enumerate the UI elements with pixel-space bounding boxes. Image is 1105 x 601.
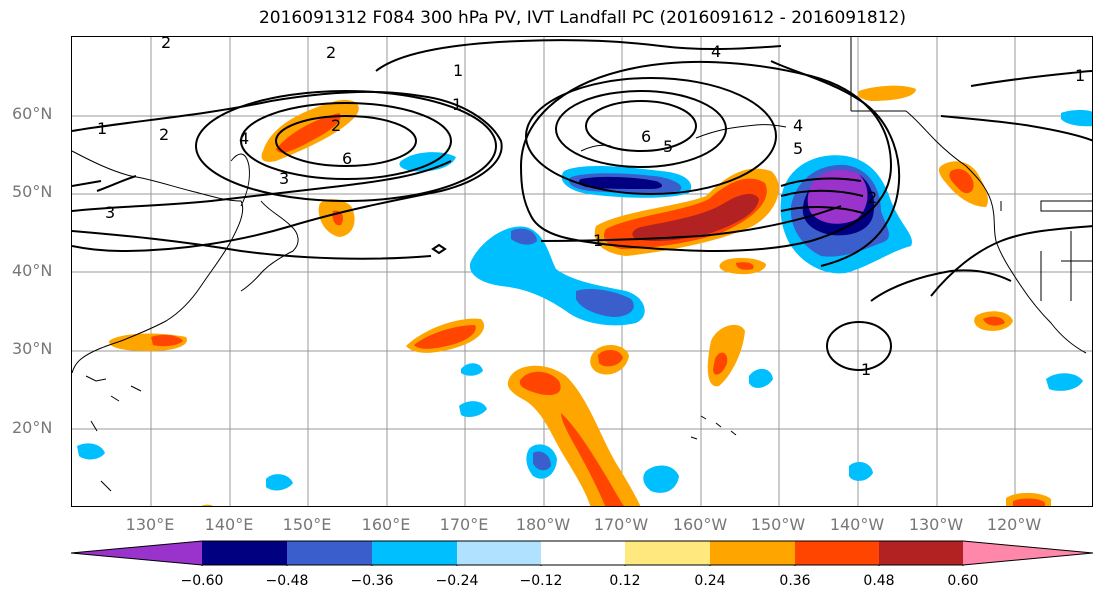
colorbar-tick-label: 0.24 <box>694 573 726 589</box>
colorbar-tick-label: −0.12 <box>519 573 563 589</box>
contour-label: 3 <box>279 169 289 188</box>
contour-labels: 2 2 4 1 1 2 4 6 3 3 1 6 5 5 4 1 2 1 1 2 <box>97 37 1085 379</box>
colorbar-tick-label: 0.36 <box>779 573 811 589</box>
contour-label: 1 <box>452 95 462 114</box>
contour-label: 4 <box>711 42 721 61</box>
colorbar <box>71 540 1094 566</box>
contour-label: 1 <box>1075 66 1085 85</box>
colorbar-segment <box>541 541 625 565</box>
contour-label: 5 <box>663 137 673 156</box>
lon-label: 150°W <box>750 515 806 534</box>
contour-label: 1 <box>453 61 463 80</box>
lon-label: 120°W <box>986 515 1042 534</box>
colorbar-segment <box>457 541 541 565</box>
contour-label: 1 <box>861 360 871 379</box>
contour-label: 5 <box>793 139 803 158</box>
lon-label: 170°E <box>439 515 489 534</box>
contour-label: 2 <box>331 116 341 135</box>
lon-label: 130°W <box>908 515 964 534</box>
map-panel: 2 2 4 1 1 2 4 6 3 3 1 6 5 5 4 1 2 1 1 2 <box>71 36 1093 507</box>
colorbar-segment <box>963 541 1093 565</box>
lat-label: 40°N <box>12 261 53 280</box>
contour-label: 6 <box>342 149 352 168</box>
colorbar-tick-label: 0.48 <box>863 573 895 589</box>
colorbar-tick-label: −0.24 <box>435 573 479 589</box>
contour-label: 2 <box>326 43 336 62</box>
colorbar-tick-label: −0.36 <box>350 573 394 589</box>
lat-label: 30°N <box>12 339 53 358</box>
colorbar-segment <box>372 541 457 565</box>
colorbar-tick-label: −0.48 <box>265 573 309 589</box>
colorbar-segment <box>879 541 963 565</box>
lon-label: 140°E <box>204 515 254 534</box>
colorbar-tick-label: 0.12 <box>609 573 641 589</box>
contour-label: 1 <box>97 119 107 138</box>
colorbar-segment <box>795 541 879 565</box>
colorbar-tick-label: 0.60 <box>947 573 979 589</box>
lat-label: 20°N <box>12 418 53 437</box>
contour-label: 6 <box>641 127 651 146</box>
colorbar-ticks <box>201 565 964 566</box>
lat-label: 60°N <box>12 104 53 123</box>
map-canvas: 2 2 4 1 1 2 4 6 3 3 1 6 5 5 4 1 2 1 1 2 <box>72 37 1092 506</box>
contour-label: 2 <box>867 188 877 207</box>
coastlines <box>72 37 1092 492</box>
contour-label: 2 <box>161 37 171 52</box>
contour-label: 2 <box>159 125 169 144</box>
contour-label: 4 <box>793 116 803 135</box>
colorbar-segment <box>71 541 202 565</box>
contour-label: 4 <box>239 129 249 148</box>
plot-title: 2016091312 F084 300 hPa PV, IVT Landfall… <box>258 8 906 28</box>
lon-label: 150°E <box>282 515 332 534</box>
lon-label: 140°W <box>829 515 885 534</box>
lon-label: 130°E <box>125 515 175 534</box>
lat-label: 50°N <box>12 182 53 201</box>
lon-label: 160°W <box>672 515 728 534</box>
lon-label: 180°W <box>515 515 571 534</box>
colorbar-segment <box>710 541 795 565</box>
negative-ivt-shading <box>77 110 1092 493</box>
contour-label: 3 <box>105 203 115 222</box>
colorbar-segment <box>202 541 287 565</box>
pv-contours <box>72 39 1092 371</box>
lon-label: 170°W <box>593 515 649 534</box>
colorbar-segment <box>287 541 372 565</box>
lon-label: 160°E <box>361 515 411 534</box>
colorbar-segment <box>625 541 710 565</box>
contour-label: 1 <box>593 231 603 250</box>
colorbar-tick-label: −0.60 <box>180 573 224 589</box>
